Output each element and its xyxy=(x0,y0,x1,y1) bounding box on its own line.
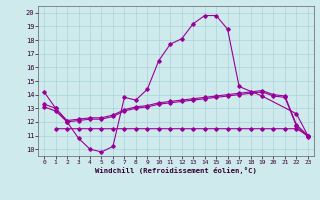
X-axis label: Windchill (Refroidissement éolien,°C): Windchill (Refroidissement éolien,°C) xyxy=(95,167,257,174)
